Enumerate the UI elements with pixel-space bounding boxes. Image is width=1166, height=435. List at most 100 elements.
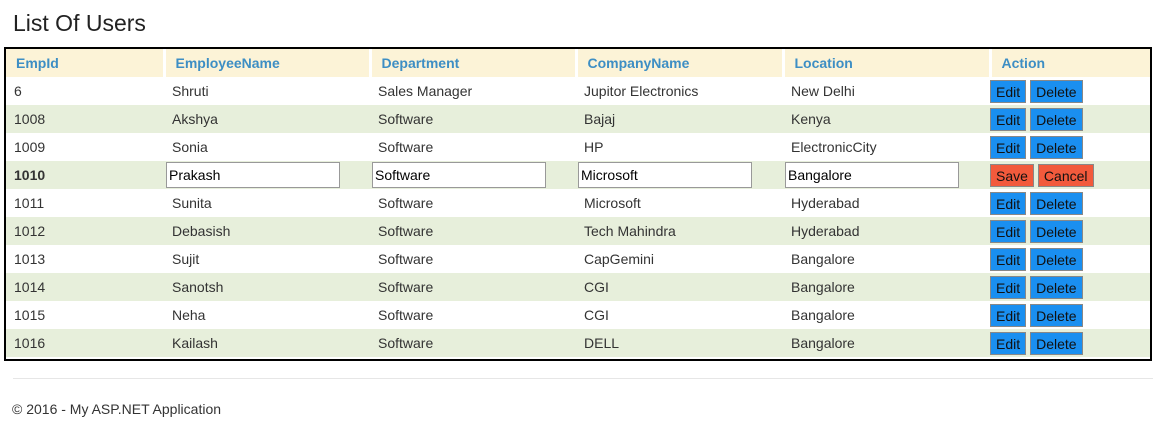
cell-company-name: CGI bbox=[576, 301, 783, 329]
column-header-location: Location bbox=[783, 49, 992, 77]
users-table: EmpId EmployeeName Department CompanyNam… bbox=[6, 49, 1150, 357]
cell-department: Software bbox=[370, 133, 576, 161]
column-header-empid: EmpId bbox=[6, 49, 166, 77]
cancel-button[interactable]: Cancel bbox=[1037, 163, 1094, 187]
cell-company-name: DELL bbox=[576, 329, 783, 357]
cell-location: Hyderabad bbox=[783, 189, 990, 217]
table-row: 1012 Debasish Software Tech Mahindra Hyd… bbox=[6, 217, 1150, 245]
delete-button[interactable]: Delete bbox=[1030, 79, 1083, 103]
column-header-employeename: EmployeeName bbox=[164, 49, 372, 77]
cell-location: New Delhi bbox=[783, 77, 990, 105]
edit-button[interactable]: Edit bbox=[990, 247, 1027, 271]
delete-button[interactable]: Delete bbox=[1030, 303, 1083, 327]
cell-empid: 1016 bbox=[6, 329, 164, 357]
cell-employee-name: Neha bbox=[164, 301, 370, 329]
cell-location bbox=[783, 161, 990, 189]
cell-empid: 6 bbox=[6, 77, 164, 105]
delete-button[interactable]: Delete bbox=[1030, 219, 1083, 243]
cell-company-name: CGI bbox=[576, 273, 783, 301]
cell-actions: Edit Delete bbox=[990, 301, 1150, 329]
cell-actions: Edit Delete bbox=[990, 133, 1150, 161]
table-row: 1009 Sonia Software HP ElectronicCity Ed… bbox=[6, 133, 1150, 161]
cell-company-name bbox=[576, 161, 783, 189]
table-row: 1015 Neha Software CGI Bangalore Edit Del… bbox=[6, 301, 1150, 329]
edit-button[interactable]: Edit bbox=[990, 275, 1027, 299]
cell-employee-name: Sanotsh bbox=[164, 273, 370, 301]
location-input[interactable] bbox=[785, 162, 959, 188]
cell-department: Software bbox=[370, 245, 576, 273]
column-header-department: Department bbox=[370, 49, 578, 77]
cell-actions: Edit Delete bbox=[990, 105, 1150, 133]
edit-button[interactable]: Edit bbox=[990, 135, 1027, 159]
delete-button[interactable]: Delete bbox=[1030, 275, 1083, 299]
footer-divider bbox=[13, 378, 1153, 379]
cell-actions: Edit Delete bbox=[990, 329, 1150, 357]
cell-department bbox=[370, 161, 576, 189]
cell-company-name: Tech Mahindra bbox=[576, 217, 783, 245]
cell-empid: 1013 bbox=[6, 245, 164, 273]
cell-department: Software bbox=[370, 329, 576, 357]
cell-employee-name: Sujit bbox=[164, 245, 370, 273]
cell-actions: Edit Delete bbox=[990, 77, 1150, 105]
cell-employee-name: Kailash bbox=[164, 329, 370, 357]
cell-location: Bangalore bbox=[783, 245, 990, 273]
cell-actions: Edit Delete bbox=[990, 189, 1150, 217]
cell-company-name: Microsoft bbox=[576, 189, 783, 217]
table-row: 1014 Sanotsh Software CGI Bangalore Edit… bbox=[6, 273, 1150, 301]
cell-actions: Edit Delete bbox=[990, 273, 1150, 301]
table-row: 1011 Sunita Software Microsoft Hyderabad… bbox=[6, 189, 1150, 217]
cell-department: Software bbox=[370, 105, 576, 133]
delete-button[interactable]: Delete bbox=[1030, 135, 1083, 159]
cell-actions: Edit Delete bbox=[990, 245, 1150, 273]
company-name-input[interactable] bbox=[578, 162, 752, 188]
edit-button[interactable]: Edit bbox=[990, 79, 1027, 103]
cell-empid: 1015 bbox=[6, 301, 164, 329]
table-row: 1008 Akshya Software Bajaj Kenya Edit Del… bbox=[6, 105, 1150, 133]
cell-company-name: Jupitor Electronics bbox=[576, 77, 783, 105]
cell-empid: 1012 bbox=[6, 217, 164, 245]
cell-empid: 1014 bbox=[6, 273, 164, 301]
cell-department: Software bbox=[370, 217, 576, 245]
cell-empid: 1010 bbox=[6, 161, 164, 189]
delete-button[interactable]: Delete bbox=[1030, 247, 1083, 271]
cell-empid: 1011 bbox=[6, 189, 164, 217]
cell-actions: Edit Delete bbox=[990, 217, 1150, 245]
table-row: 1016 Kailash Software DELL Bangalore Edi… bbox=[6, 329, 1150, 357]
table-header-row: EmpId EmployeeName Department CompanyNam… bbox=[6, 49, 1150, 77]
table-row: 1013 Sujit Software CapGemini Bangalore … bbox=[6, 245, 1150, 273]
delete-button[interactable]: Delete bbox=[1030, 107, 1083, 131]
cell-location: Kenya bbox=[783, 105, 990, 133]
edit-button[interactable]: Edit bbox=[990, 303, 1027, 327]
cell-department: Sales Manager bbox=[370, 77, 576, 105]
cell-company-name: HP bbox=[576, 133, 783, 161]
employee-name-input[interactable] bbox=[166, 162, 340, 188]
cell-actions: Save Cancel bbox=[990, 161, 1150, 189]
delete-button[interactable]: Delete bbox=[1030, 331, 1083, 355]
edit-button[interactable]: Edit bbox=[990, 331, 1027, 355]
cell-location: ElectronicCity bbox=[783, 133, 990, 161]
cell-empid: 1009 bbox=[6, 133, 164, 161]
cell-location: Hyderabad bbox=[783, 217, 990, 245]
edit-button[interactable]: Edit bbox=[990, 219, 1027, 243]
page-title: List Of Users bbox=[13, 10, 146, 36]
cell-department: Software bbox=[370, 273, 576, 301]
edit-button[interactable]: Edit bbox=[990, 107, 1027, 131]
cell-company-name: Bajaj bbox=[576, 105, 783, 133]
save-button[interactable]: Save bbox=[990, 163, 1034, 187]
cell-location: Bangalore bbox=[783, 329, 990, 357]
cell-department: Software bbox=[370, 301, 576, 329]
column-header-companyname: CompanyName bbox=[576, 49, 785, 77]
cell-location: Bangalore bbox=[783, 301, 990, 329]
cell-employee-name: Shruti bbox=[164, 77, 370, 105]
department-input[interactable] bbox=[372, 162, 546, 188]
cell-employee-name: Akshya bbox=[164, 105, 370, 133]
delete-button[interactable]: Delete bbox=[1030, 191, 1083, 215]
cell-employee-name: Sunita bbox=[164, 189, 370, 217]
column-header-action: Action bbox=[990, 49, 1150, 77]
edit-button[interactable]: Edit bbox=[990, 191, 1027, 215]
cell-department: Software bbox=[370, 189, 576, 217]
cell-employee-name: Debasish bbox=[164, 217, 370, 245]
footer-copyright: © 2016 - My ASP.NET Application bbox=[12, 401, 222, 417]
cell-employee-name: Sonia bbox=[164, 133, 370, 161]
